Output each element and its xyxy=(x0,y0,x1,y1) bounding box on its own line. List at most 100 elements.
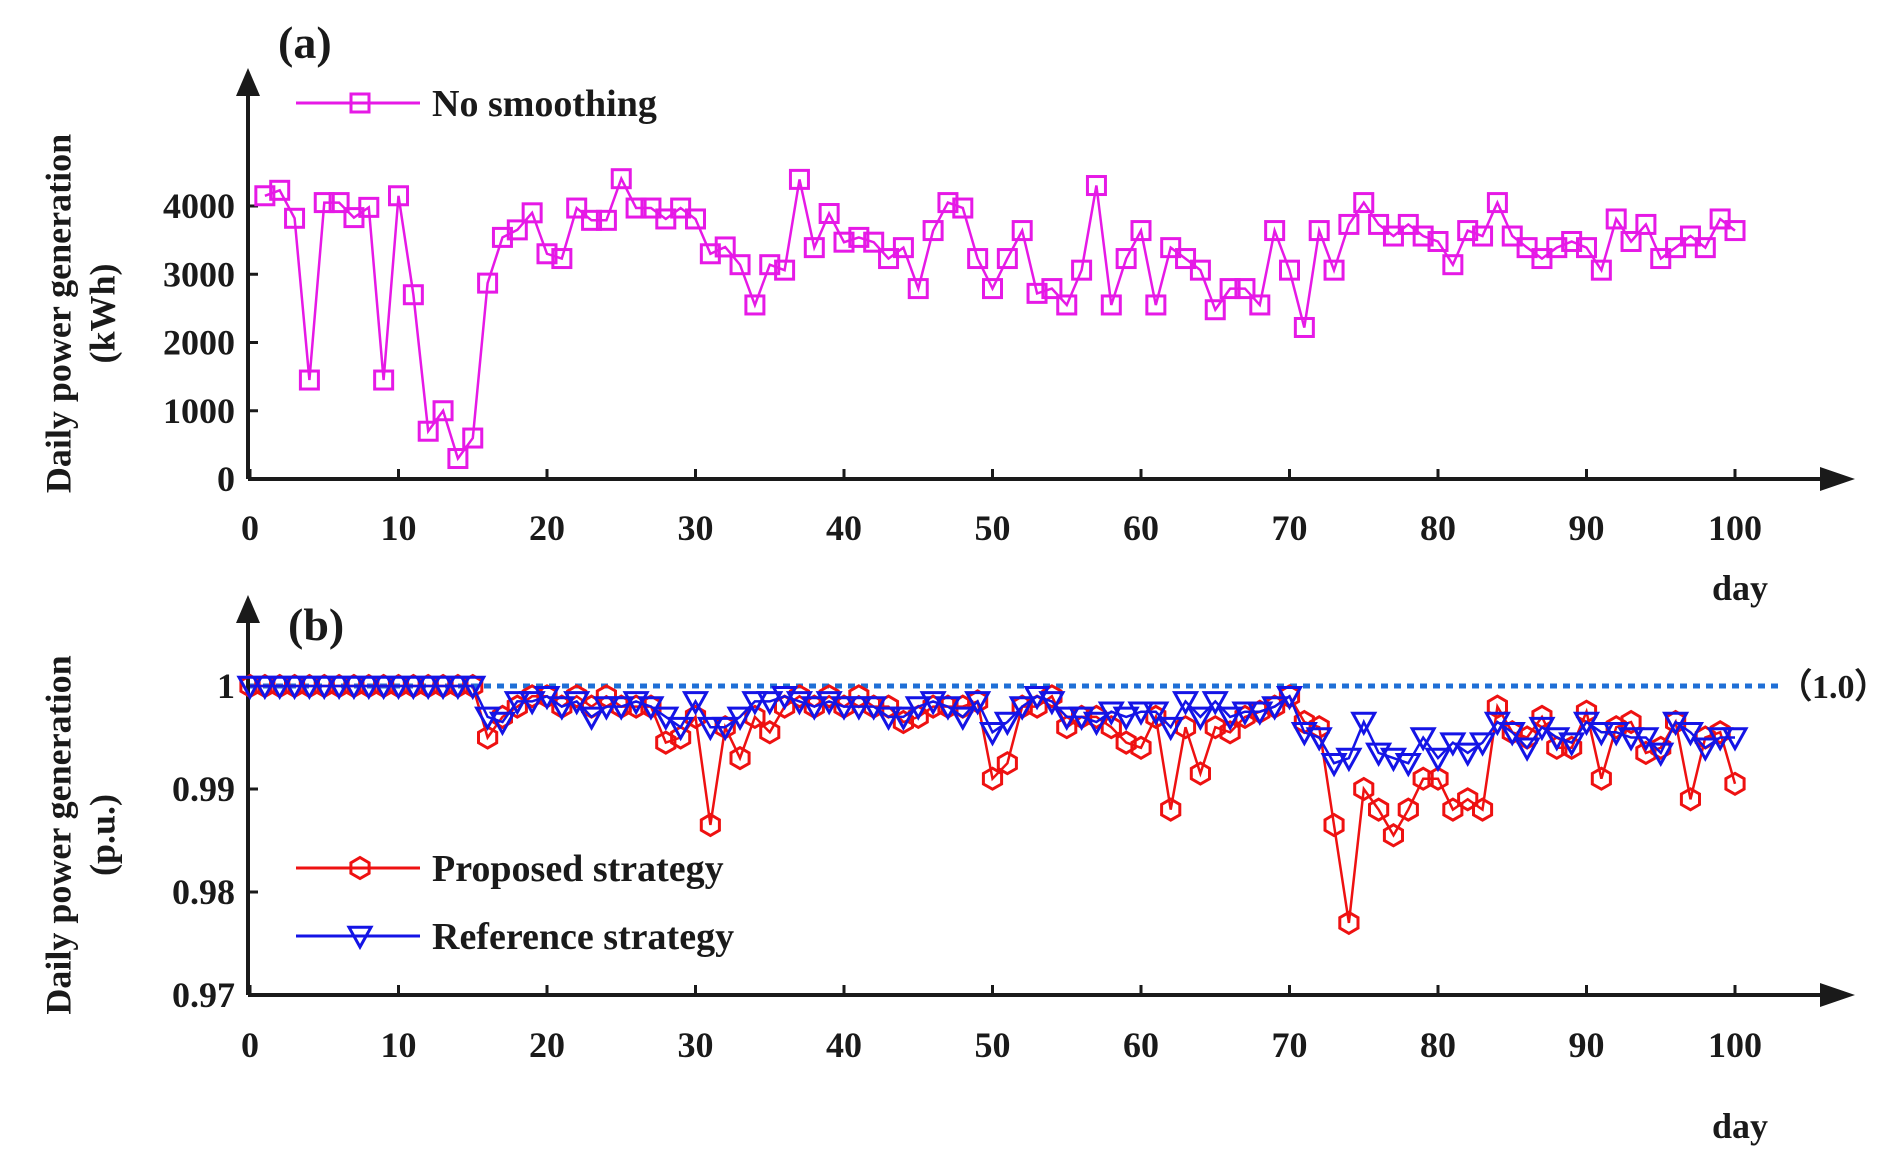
y-tick-label: 1000 xyxy=(163,391,235,431)
y-axis-arrow xyxy=(236,68,260,96)
legend-label: Proposed strategy xyxy=(432,848,724,890)
data-point xyxy=(1189,761,1211,786)
data-point xyxy=(1709,208,1731,230)
data-point xyxy=(313,192,335,214)
data-point xyxy=(1056,294,1078,316)
data-point xyxy=(625,694,647,719)
data-point xyxy=(1100,294,1122,316)
data-point xyxy=(592,696,620,721)
x-tick-label: 60 xyxy=(1123,508,1159,548)
y-tick-label: 4000 xyxy=(163,186,235,226)
legend-label: No smoothing xyxy=(432,83,657,125)
panel-title: (a) xyxy=(278,17,332,68)
x-tick-label: 100 xyxy=(1708,1025,1762,1065)
data-point xyxy=(922,694,944,719)
data-point xyxy=(358,196,380,218)
data-point xyxy=(432,400,454,422)
data-point xyxy=(1531,248,1553,270)
data-point xyxy=(1412,766,1434,791)
data-point xyxy=(563,691,591,716)
data-point xyxy=(1264,220,1286,242)
data-point xyxy=(1130,220,1152,242)
data-point xyxy=(699,243,721,265)
x-tick-label: 10 xyxy=(381,508,417,548)
data-point xyxy=(1382,225,1404,247)
x-tick-label: 70 xyxy=(1272,508,1308,548)
series-line xyxy=(264,175,1736,462)
data-point xyxy=(625,197,647,219)
data-point xyxy=(1587,722,1615,747)
data-point xyxy=(607,696,635,721)
y-axis-label: Daily power generation xyxy=(39,655,79,1014)
data-point xyxy=(848,226,870,248)
data-point xyxy=(1127,701,1155,726)
data-point xyxy=(1142,701,1170,726)
legend-marker xyxy=(346,925,374,951)
data-point xyxy=(399,675,427,701)
data-point xyxy=(610,168,632,190)
data-point xyxy=(1424,747,1452,773)
data-point xyxy=(1261,696,1289,721)
x-tick-label: 80 xyxy=(1420,508,1456,548)
data-point xyxy=(1457,787,1479,812)
data-point xyxy=(1219,720,1241,745)
data-point xyxy=(1561,230,1583,252)
data-point xyxy=(236,675,264,701)
x-tick-label: 80 xyxy=(1420,1025,1456,1065)
data-point xyxy=(325,675,353,701)
data-point xyxy=(578,706,606,731)
data-point xyxy=(774,259,796,281)
data-point xyxy=(536,243,558,265)
data-point xyxy=(889,706,917,731)
x-tick-label: 30 xyxy=(678,508,714,548)
data-point xyxy=(281,675,309,701)
data-point xyxy=(904,696,932,721)
legend-label: Reference strategy xyxy=(432,916,734,958)
data-point xyxy=(937,192,959,214)
data-point xyxy=(1605,208,1627,230)
data-point xyxy=(1246,701,1274,726)
data-point xyxy=(685,208,706,230)
data-point xyxy=(967,248,989,270)
data-point xyxy=(1338,910,1360,936)
panel-a: (a) 0 1000 2000 3000 4000 0 10 20 30 40 50 60 70 80 90 1… xyxy=(39,17,1855,608)
data-point xyxy=(667,716,695,742)
data-point xyxy=(1394,752,1422,778)
y-axis-label-unit: (kWh) xyxy=(83,263,123,363)
data-point xyxy=(655,208,677,230)
y-axis-arrow xyxy=(236,595,260,623)
data-point xyxy=(1160,797,1182,822)
data-point xyxy=(978,722,1007,747)
y-tick-label: 0.99 xyxy=(172,769,235,809)
data-point xyxy=(1382,823,1404,848)
data-point xyxy=(1590,259,1612,281)
data-point xyxy=(949,706,977,731)
data-point xyxy=(845,696,873,721)
data-point xyxy=(295,675,323,701)
data-point xyxy=(444,675,472,701)
data-point xyxy=(1454,742,1482,768)
data-point xyxy=(981,766,1004,791)
data-point xyxy=(566,684,588,709)
data-point xyxy=(1620,709,1642,735)
data-point xyxy=(1647,742,1675,768)
x-tick-label: 90 xyxy=(1569,508,1605,548)
data-point xyxy=(1472,225,1494,247)
data-point xyxy=(414,675,442,701)
x-tick-label: 50 xyxy=(975,508,1011,548)
data-point xyxy=(503,691,531,716)
data-point xyxy=(1231,701,1259,726)
data-point xyxy=(1632,727,1660,752)
data-point xyxy=(1472,797,1494,822)
data-point xyxy=(1676,722,1704,747)
data-point xyxy=(1115,248,1137,270)
data-point xyxy=(429,675,457,701)
data-point xyxy=(756,691,784,716)
data-point xyxy=(477,272,499,294)
data-point xyxy=(1305,727,1333,752)
data-point xyxy=(1635,213,1657,235)
data-point xyxy=(1721,727,1749,752)
data-point xyxy=(1546,237,1568,259)
data-point xyxy=(1338,213,1360,235)
data-point xyxy=(800,696,828,721)
